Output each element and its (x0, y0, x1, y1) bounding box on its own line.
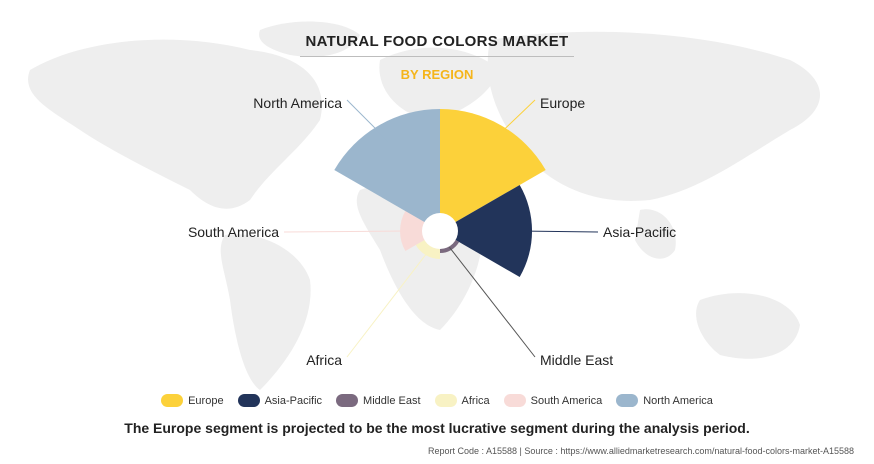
leader-line-europe (491, 99, 536, 142)
leader-line-africa (346, 251, 429, 358)
legend-item-middle-east: Middle East (336, 394, 421, 407)
slice-north-america (334, 108, 440, 231)
legend-swatch (616, 394, 639, 407)
chart-subtitle: BY REGION (400, 67, 474, 82)
legend-label: North America (643, 394, 713, 407)
label-middle-east: Middle East (540, 352, 613, 368)
legend-label: Middle East (363, 394, 421, 407)
leader-line-north-america (346, 99, 389, 142)
legend-item-asia-pacific: Asia-Pacific (237, 394, 323, 407)
slice-south-america (400, 211, 440, 251)
title-divider (300, 56, 574, 57)
label-north-america: North America (253, 95, 342, 111)
legend-item-africa: Africa (434, 394, 490, 407)
leader-line-south-america (283, 230, 407, 233)
label-europe: Europe (540, 95, 585, 111)
legend-item-europe: Europe (161, 394, 224, 407)
legend-swatch (336, 394, 359, 407)
legend-swatch (161, 394, 184, 407)
leader-line-middle-east (449, 246, 536, 358)
slice-europe (440, 108, 546, 231)
legend-label: Asia-Pacific (264, 394, 323, 407)
leader-line-asia-pacific (518, 230, 599, 233)
legend-label: South America (530, 394, 603, 407)
source-note: Report Code : A15588 | Source : https://… (427, 446, 854, 456)
chart-title: NATURAL FOOD COLORS MARKET (305, 33, 569, 50)
legend: Europe Asia-Pacific Middle East Africa South… (0, 394, 874, 407)
label-south-america: South America (188, 224, 279, 240)
label-asia-pacific: Asia-Pacific (603, 224, 676, 240)
legend-item-south-america: South America (503, 394, 603, 407)
legend-label: Europe (188, 394, 224, 407)
summary-statement: The Europe segment is projected to be th… (124, 420, 750, 436)
slice-asia-pacific (440, 185, 533, 277)
legend-label: Africa (461, 394, 490, 407)
legend-swatch (503, 394, 526, 407)
center-hole (422, 213, 458, 249)
label-africa: Africa (306, 352, 342, 368)
legend-swatch (434, 394, 457, 407)
legend-swatch (237, 394, 260, 407)
legend-item-north-america: North America (616, 394, 713, 407)
